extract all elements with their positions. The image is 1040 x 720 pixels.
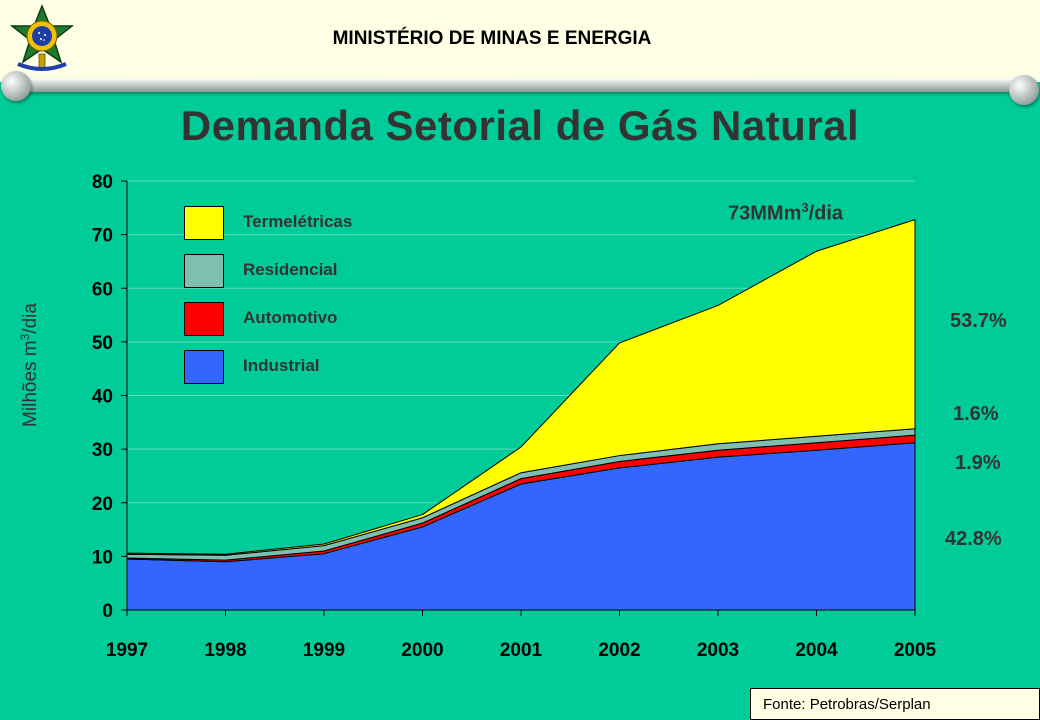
- ministry-name: MINISTÉRIO DE MINAS E ENERGIA: [332, 28, 652, 49]
- y-tick-label: 40: [92, 387, 113, 408]
- legend-label: Automotivo: [243, 308, 338, 327]
- source-note: Fonte: Petrobras/Serplan: [750, 688, 1040, 720]
- area-termeletricas: [126, 219, 916, 556]
- rail-knob-left-icon: [1, 71, 31, 101]
- share-label: 1.9%: [955, 452, 1001, 474]
- legend-label: Industrial: [243, 356, 320, 375]
- y-tick-label: 70: [92, 226, 113, 247]
- legend-swatch: [184, 302, 224, 336]
- y-tick-label: 80: [92, 172, 113, 193]
- legend-label: Termelétricas: [243, 212, 353, 231]
- x-tick-label: 2002: [598, 640, 640, 661]
- x-tick-label: 2005: [894, 640, 937, 661]
- legend-swatch: [184, 206, 224, 240]
- legend-swatch: [184, 350, 224, 384]
- legend-label: Residencial: [243, 260, 338, 279]
- x-tick-label: 1997: [106, 640, 148, 661]
- header-bar: MINISTÉRIO DE MINAS E ENERGIA: [0, 0, 1040, 82]
- share-label: 1.6%: [953, 403, 999, 425]
- x-tick-label: 2000: [401, 640, 443, 661]
- share-label: 42.8%: [945, 528, 1002, 550]
- rail-knob-right-icon: [1009, 75, 1039, 105]
- x-tick-label: 2001: [500, 640, 543, 661]
- x-tick-label: 2003: [697, 640, 739, 661]
- y-tick-label: 30: [92, 440, 113, 461]
- chart-title: Demanda Setorial de Gás Natural: [180, 102, 860, 149]
- y-tick-label: 60: [92, 279, 113, 300]
- y-tick-label: 0: [102, 601, 113, 622]
- share-label: 53.7%: [950, 310, 1007, 332]
- legend-swatch: [184, 254, 224, 288]
- header-divider-rail: [18, 78, 1024, 92]
- y-tick-label: 20: [92, 494, 113, 515]
- x-tick-label: 1999: [303, 640, 345, 661]
- y-tick-label: 10: [92, 547, 113, 568]
- x-tick-label: 1998: [204, 640, 246, 661]
- brazil-coat-of-arms-icon: [10, 4, 74, 71]
- total-demand-annotation: 73MMm3/dia: [728, 200, 844, 225]
- x-tick-label: 2004: [795, 640, 838, 661]
- y-tick-label: 50: [92, 333, 113, 354]
